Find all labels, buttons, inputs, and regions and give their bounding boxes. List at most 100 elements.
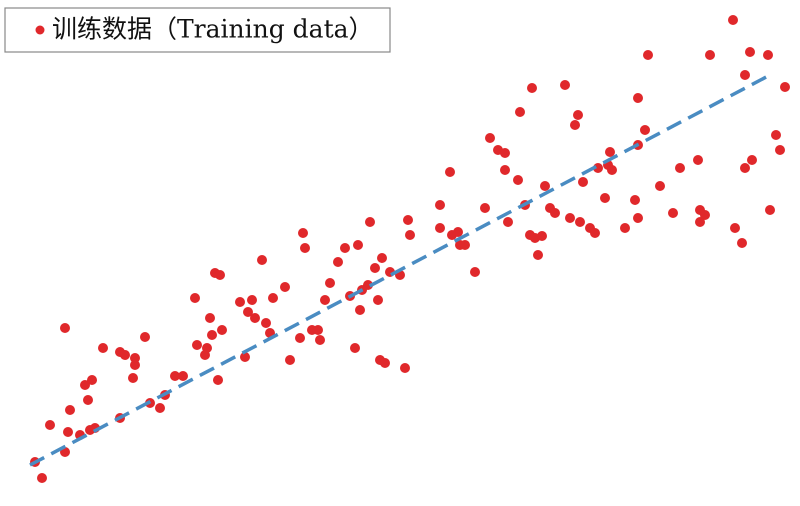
data-point [178, 371, 188, 381]
data-point [98, 343, 108, 353]
data-point [630, 195, 640, 205]
data-point [363, 280, 373, 290]
data-point [155, 403, 165, 413]
data-point [775, 145, 785, 155]
data-point [65, 405, 75, 415]
data-point [315, 335, 325, 345]
data-point [373, 295, 383, 305]
data-point [140, 332, 150, 342]
data-point [240, 352, 250, 362]
data-point [380, 358, 390, 368]
data-point [533, 250, 543, 260]
data-point [578, 177, 588, 187]
data-point [435, 200, 445, 210]
data-point [655, 181, 665, 191]
data-point [515, 107, 525, 117]
data-point [350, 343, 360, 353]
data-point [600, 193, 610, 203]
data-point [298, 228, 308, 238]
data-point [640, 125, 650, 135]
data-point [643, 50, 653, 60]
legend-marker [35, 25, 45, 35]
data-point [537, 231, 547, 241]
data-point [257, 255, 267, 265]
data-point [435, 223, 445, 233]
data-point [403, 215, 413, 225]
data-point [620, 223, 630, 233]
data-point [63, 427, 73, 437]
data-point [213, 375, 223, 385]
data-point [243, 307, 253, 317]
data-point [540, 181, 550, 191]
data-point [83, 395, 93, 405]
data-point [527, 83, 537, 93]
data-point [120, 350, 130, 360]
data-point [333, 257, 343, 267]
data-point [573, 110, 583, 120]
data-point [400, 363, 410, 373]
data-point [730, 223, 740, 233]
data-point [353, 240, 363, 250]
data-point [605, 147, 615, 157]
data-point [170, 371, 180, 381]
data-point [215, 270, 225, 280]
data-point [280, 282, 290, 292]
data-point [503, 217, 513, 227]
data-point [513, 175, 523, 185]
data-point [377, 253, 387, 263]
data-point [205, 313, 215, 323]
data-point [693, 155, 703, 165]
data-point [560, 80, 570, 90]
data-point [633, 93, 643, 103]
data-point [675, 163, 685, 173]
data-point [747, 155, 757, 165]
data-point [740, 70, 750, 80]
data-point [445, 167, 455, 177]
data-point [765, 205, 775, 215]
data-point [485, 133, 495, 143]
data-point [470, 267, 480, 277]
data-point [355, 305, 365, 315]
data-point [85, 425, 95, 435]
data-point [500, 165, 510, 175]
data-point [780, 82, 790, 92]
trend-line [29, 73, 771, 467]
data-point [295, 333, 305, 343]
data-point [633, 213, 643, 223]
data-point [87, 375, 97, 385]
data-point [60, 323, 70, 333]
plot-area [29, 15, 790, 483]
data-point [365, 217, 375, 227]
data-point [745, 47, 755, 57]
data-point [130, 353, 140, 363]
data-point [565, 213, 575, 223]
data-point [370, 263, 380, 273]
data-point [570, 120, 580, 130]
data-point [128, 373, 138, 383]
data-point [705, 50, 715, 60]
data-point [460, 240, 470, 250]
data-point [740, 163, 750, 173]
legend [4, 7, 391, 53]
data-point [217, 325, 227, 335]
data-point [45, 420, 55, 430]
data-point [285, 355, 295, 365]
data-point [250, 313, 260, 323]
data-point [700, 210, 710, 220]
data-point [325, 278, 335, 288]
data-point [405, 230, 415, 240]
data-point [130, 360, 140, 370]
data-point [192, 340, 202, 350]
data-point [480, 203, 490, 213]
data-point [300, 243, 310, 253]
data-point [247, 295, 257, 305]
data-point [695, 217, 705, 227]
data-point [340, 243, 350, 253]
data-point [590, 228, 600, 238]
data-point [500, 148, 510, 158]
data-point [320, 295, 330, 305]
data-point [235, 297, 245, 307]
data-point [80, 380, 90, 390]
data-point [313, 325, 323, 335]
